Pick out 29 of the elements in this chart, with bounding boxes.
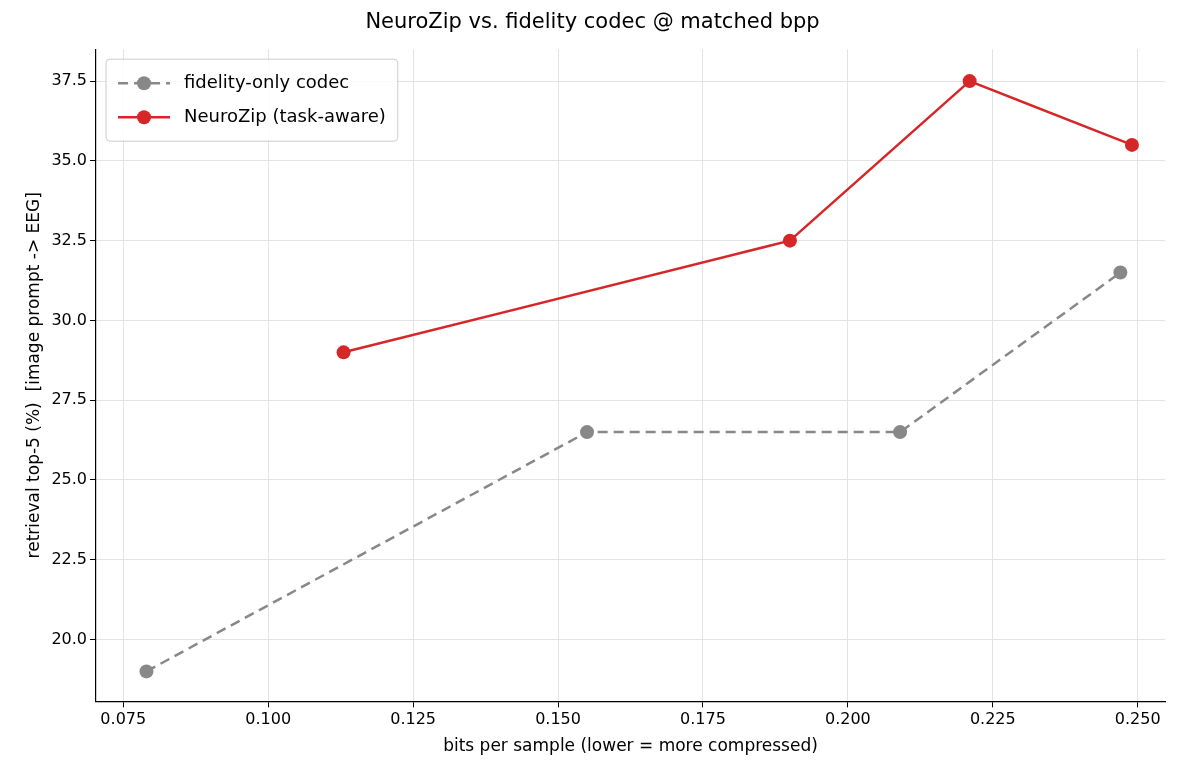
point — [962, 74, 977, 89]
x-tick-label: 0.250 — [1114, 709, 1161, 729]
legend-label: NeuroZip (task-aware) — [184, 104, 386, 126]
y-tick-label: 37.5 — [51, 70, 88, 90]
chart-title: NeuroZip vs. fidelity codec @ matched bpp — [365, 9, 820, 34]
x-tick-label: 0.100 — [245, 709, 292, 729]
y-tick-label: 30.0 — [51, 309, 88, 329]
point — [1124, 137, 1139, 152]
legend-label: fidelity-only codec — [184, 70, 350, 92]
x-tick-label: 0.125 — [390, 709, 437, 729]
y-tick-label: 27.5 — [51, 389, 88, 409]
x-tick-label: 0.200 — [825, 709, 871, 729]
point — [782, 233, 797, 248]
point — [1113, 265, 1128, 280]
x-axis-title: bits per sample (lower = more compressed) — [443, 735, 818, 756]
y-tick-label: 22.5 — [51, 548, 88, 568]
x-tick-label: 0.175 — [680, 709, 726, 729]
point — [336, 345, 351, 360]
point — [580, 425, 595, 440]
y-tick-label: 25.0 — [51, 469, 88, 489]
x-tick-label: 0.075 — [100, 709, 147, 729]
y-tick-label: 32.5 — [51, 229, 88, 249]
x-tick-label: 0.150 — [535, 709, 581, 729]
y-tick-label: 20.0 — [51, 628, 88, 648]
point — [139, 664, 154, 679]
x-tick-label: 0.225 — [969, 709, 1016, 729]
point — [893, 425, 908, 440]
y-tick-label: 35.0 — [51, 150, 88, 170]
y-axis-title: retrieval top-5 (%) [image prompt -> EEG] — [22, 192, 43, 559]
